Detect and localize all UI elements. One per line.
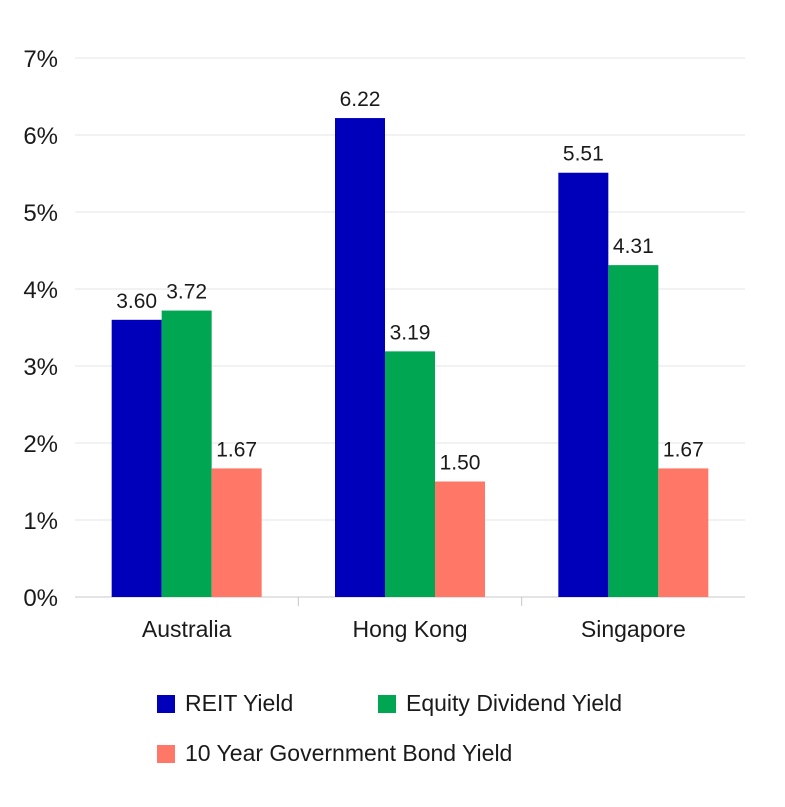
bar bbox=[211, 468, 262, 597]
bar bbox=[385, 351, 435, 597]
bar bbox=[558, 172, 609, 598]
data-label: 1.67 bbox=[663, 438, 704, 461]
x-tick-label: Australia bbox=[142, 616, 232, 642]
y-tick-label: 7% bbox=[23, 46, 58, 73]
y-tick-label: 5% bbox=[23, 200, 58, 227]
bar-chart: 0% 1% 2% 3% 4% 5% 6% 7% 3.60 3.72 1.67 Australia 6.2… bbox=[23, 46, 745, 642]
data-label: 3.72 bbox=[166, 281, 207, 304]
data-label: 6.22 bbox=[340, 88, 381, 111]
y-tick-label: 0% bbox=[23, 585, 58, 612]
bar bbox=[161, 310, 212, 597]
bar bbox=[435, 481, 485, 597]
y-tick-label: 6% bbox=[23, 123, 58, 150]
bar bbox=[111, 319, 162, 597]
y-tick-label: 2% bbox=[23, 431, 58, 458]
legend-swatch-bond-yield bbox=[157, 744, 175, 763]
x-tick-label: Singapore bbox=[581, 616, 686, 642]
data-label: 4.31 bbox=[613, 235, 654, 258]
legend-item-equity-dividend-yield: Equity Dividend Yield bbox=[378, 690, 622, 717]
bar bbox=[608, 265, 659, 597]
y-tick-label: 3% bbox=[23, 354, 58, 381]
data-label: 1.67 bbox=[216, 438, 257, 461]
bar bbox=[335, 118, 385, 597]
data-label: 3.60 bbox=[116, 290, 157, 313]
legend-swatch-equity-dividend-yield bbox=[378, 694, 396, 713]
legend-label-reit-yield: REIT Yield bbox=[185, 690, 294, 716]
legend-label-equity-dividend-yield: Equity Dividend Yield bbox=[406, 690, 623, 716]
legend-item-bond-yield: 10 Year Government Bond Yield bbox=[157, 740, 512, 767]
chart-legend: REIT Yield Equity Dividend Yield 10 Year… bbox=[0, 680, 785, 790]
data-label: 3.19 bbox=[390, 321, 431, 344]
y-tick-label: 1% bbox=[23, 508, 58, 535]
legend-label-bond-yield: 10 Year Government Bond Yield bbox=[185, 740, 513, 766]
x-tick-label: Hong Kong bbox=[352, 616, 467, 642]
data-label: 1.50 bbox=[440, 452, 481, 475]
legend-swatch-reit-yield bbox=[157, 694, 175, 713]
bar bbox=[658, 468, 709, 597]
y-tick-label: 4% bbox=[23, 277, 58, 304]
data-label: 5.51 bbox=[563, 143, 604, 166]
legend-item-reit-yield: REIT Yield bbox=[157, 690, 293, 717]
